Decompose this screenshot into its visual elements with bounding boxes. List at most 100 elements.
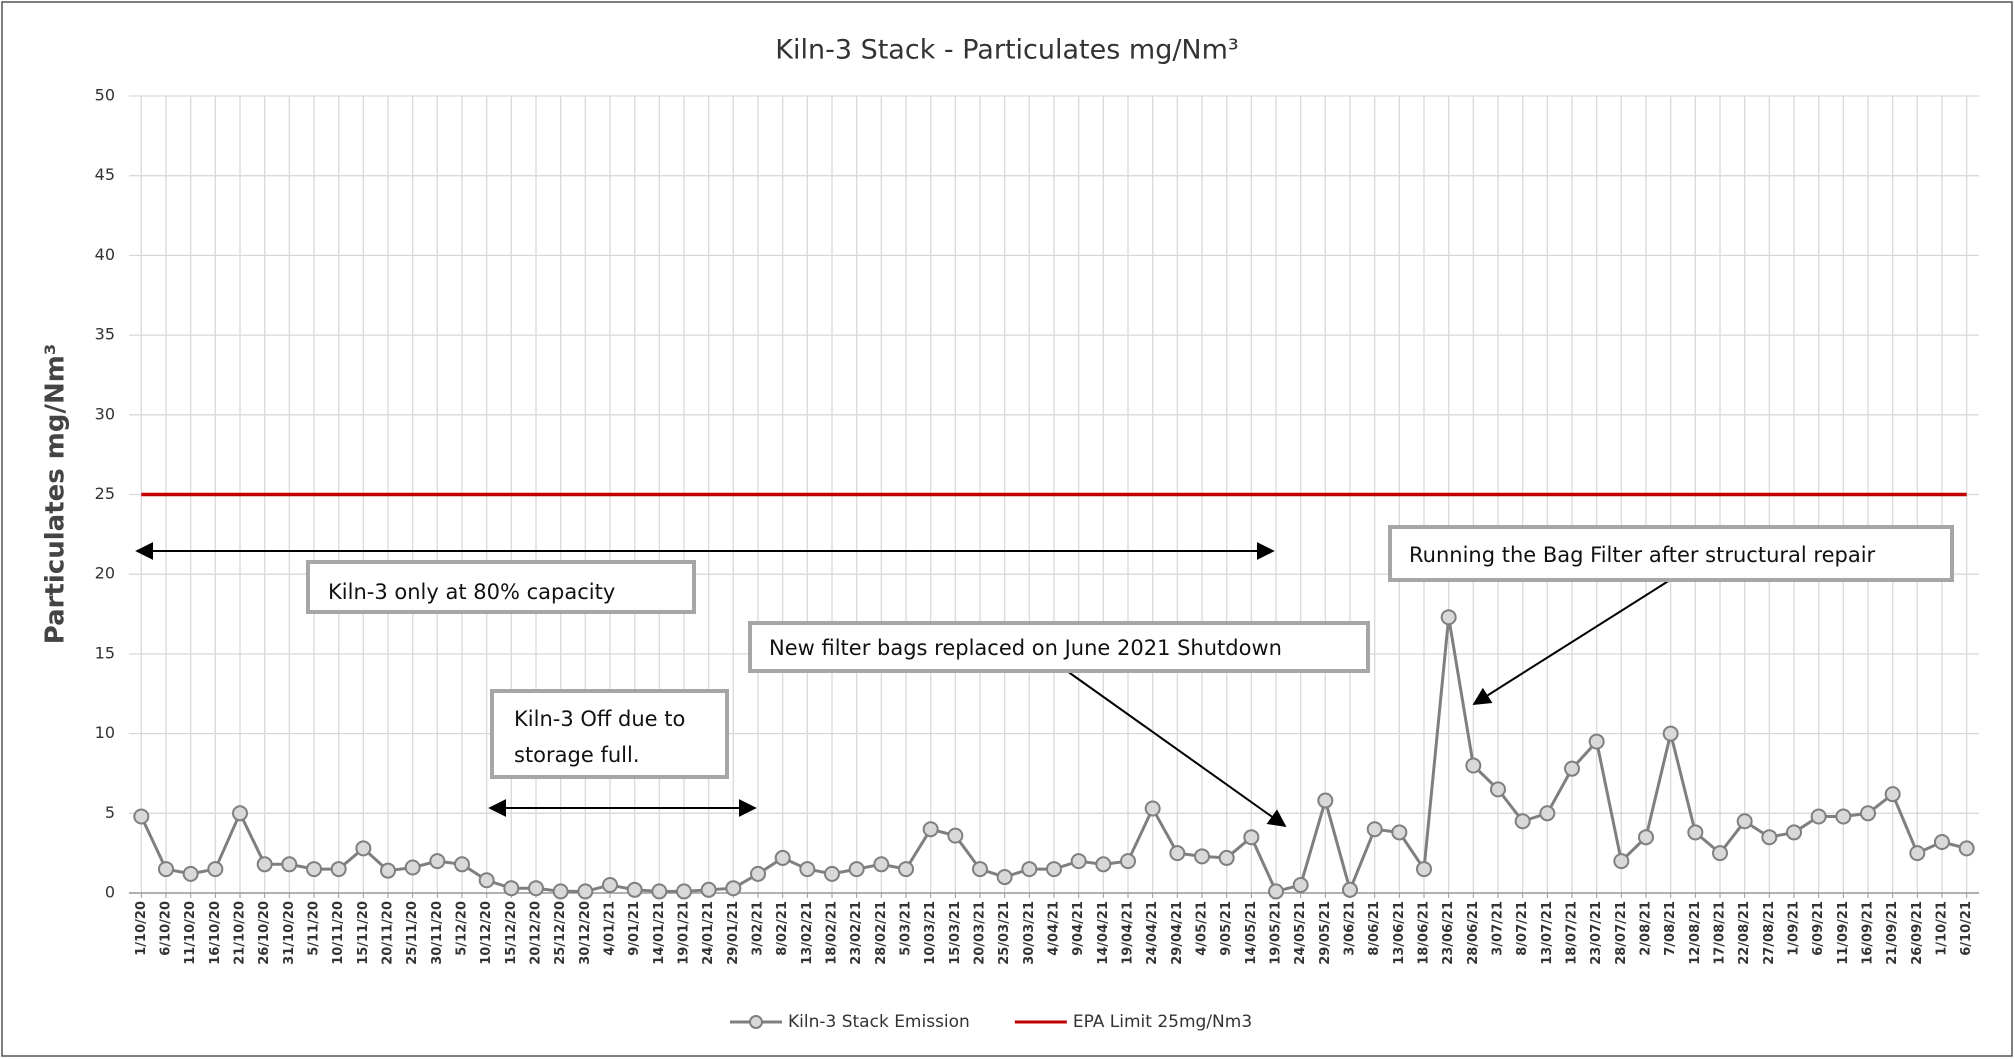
point <box>1835 808 1852 825</box>
x-tick-label: 13/07/21 <box>1540 901 1555 965</box>
point <box>873 856 890 873</box>
point <box>824 865 840 882</box>
chart-title: Kiln-3 Stack - Particulates mg/Nm³ <box>775 35 1239 66</box>
x-tick-label: 30/03/21 <box>1022 901 1037 965</box>
point <box>1465 757 1482 774</box>
annotation-box <box>748 621 1370 673</box>
point <box>922 821 939 838</box>
x-tick-label: 26/10/20 <box>257 901 272 965</box>
y-tick-label: 50 <box>95 86 115 105</box>
x-tick-label: 11/10/20 <box>183 901 198 965</box>
annotation: Running the Bag Filter after structural … <box>1409 543 1876 567</box>
point <box>1194 848 1210 865</box>
x-tick-label: 27/08/21 <box>1762 901 1777 965</box>
point <box>232 805 248 822</box>
point <box>207 861 224 878</box>
point <box>1366 821 1383 838</box>
x-tick-label: 1/10/21 <box>1935 901 1950 956</box>
point <box>1243 829 1260 846</box>
point <box>256 856 273 873</box>
point <box>799 861 816 878</box>
x-tick-label: 28/07/21 <box>1614 901 1629 965</box>
x-tick-label: 18/06/21 <box>1417 901 1432 965</box>
x-tick-label: 18/02/21 <box>825 901 840 965</box>
point <box>577 883 594 900</box>
point <box>1218 849 1235 866</box>
x-tick-label: 29/05/21 <box>1318 901 1333 965</box>
point <box>1514 813 1531 830</box>
point <box>1046 861 1062 878</box>
x-tick-label: 29/01/21 <box>726 901 741 965</box>
x-tick-label: 18/07/21 <box>1565 901 1580 965</box>
point <box>1120 853 1136 870</box>
x-tick-label: 17/08/21 <box>1713 901 1728 965</box>
x-tick-label: 8/06/21 <box>1367 901 1382 956</box>
y-tick-label: 35 <box>95 325 115 344</box>
y-tick-label: 30 <box>95 404 115 423</box>
x-tick-label: 10/12/20 <box>479 901 494 965</box>
point <box>1786 824 1802 841</box>
y-axis-title: Particulates mg/Nm³ <box>41 344 71 644</box>
annotation-box <box>1388 525 1954 582</box>
x-tick-label: 6/10/20 <box>159 901 174 956</box>
x-tick-label: 24/05/21 <box>1293 901 1308 965</box>
point <box>182 865 199 882</box>
point <box>355 840 372 857</box>
x-tick-label: 15/12/20 <box>504 901 519 965</box>
x-tick-label: 19/01/21 <box>677 901 692 965</box>
point <box>330 861 347 878</box>
point <box>1021 861 1038 878</box>
point <box>774 849 791 866</box>
x-tick-label: 14/05/21 <box>1244 901 1259 965</box>
y-tick-label: 40 <box>95 245 115 264</box>
point <box>1810 808 1827 825</box>
legend-label: EPA Limit 25mg/Nm3 <box>1073 1012 1252 1032</box>
x-tick-label: 9/05/21 <box>1219 901 1234 956</box>
arrow <box>1066 670 1287 828</box>
point <box>1317 792 1334 809</box>
x-tick-label: 23/06/21 <box>1441 901 1456 965</box>
point <box>676 883 692 900</box>
x-tick-label: 31/10/20 <box>282 901 297 965</box>
point <box>1292 877 1309 894</box>
point <box>996 869 1013 886</box>
x-tick-label: 20/03/21 <box>973 901 988 965</box>
x-tick-label: 5/03/21 <box>899 901 914 956</box>
x-tick-label: 5/12/20 <box>455 901 470 956</box>
x-tick-label: 4/05/21 <box>1195 901 1210 956</box>
annotation: storage full. <box>514 743 640 767</box>
x-tick-label: 23/02/21 <box>849 901 864 965</box>
annotation-box <box>306 560 696 614</box>
x-tick-label: 13/02/21 <box>800 901 815 965</box>
arrow <box>1472 579 1671 705</box>
x-tick-label: 1/10/20 <box>134 901 149 956</box>
point <box>1860 805 1876 822</box>
y-tick-label: 15 <box>95 643 115 662</box>
point <box>429 853 446 870</box>
x-tick-label: 11/09/21 <box>1836 901 1851 965</box>
annotation: New filter bags replaced on June 2021 Sh… <box>769 636 1282 660</box>
x-tick-label: 1/09/21 <box>1787 901 1802 956</box>
point <box>1761 829 1778 846</box>
point <box>651 883 668 900</box>
y-tick-label: 10 <box>95 723 115 742</box>
point <box>306 861 322 878</box>
x-tick-label: 8/07/21 <box>1515 901 1530 956</box>
point <box>700 881 717 898</box>
legend-marker <box>749 1015 763 1029</box>
x-tick-label: 23/07/21 <box>1589 901 1604 965</box>
x-tick-label: 21/10/20 <box>233 901 248 965</box>
x-tick-label: 24/01/21 <box>701 901 716 965</box>
point <box>1687 824 1704 841</box>
point <box>1588 733 1605 750</box>
point <box>848 861 865 878</box>
x-tick-label: 8/02/21 <box>775 901 790 956</box>
point <box>1342 881 1358 898</box>
x-tick-label: 25/03/21 <box>997 901 1012 965</box>
x-tick-label: 28/02/21 <box>874 901 889 965</box>
point <box>1539 805 1556 822</box>
point <box>1712 845 1728 862</box>
y-tick-label: 0 <box>105 883 115 902</box>
x-tick-label: 25/11/20 <box>405 901 420 965</box>
